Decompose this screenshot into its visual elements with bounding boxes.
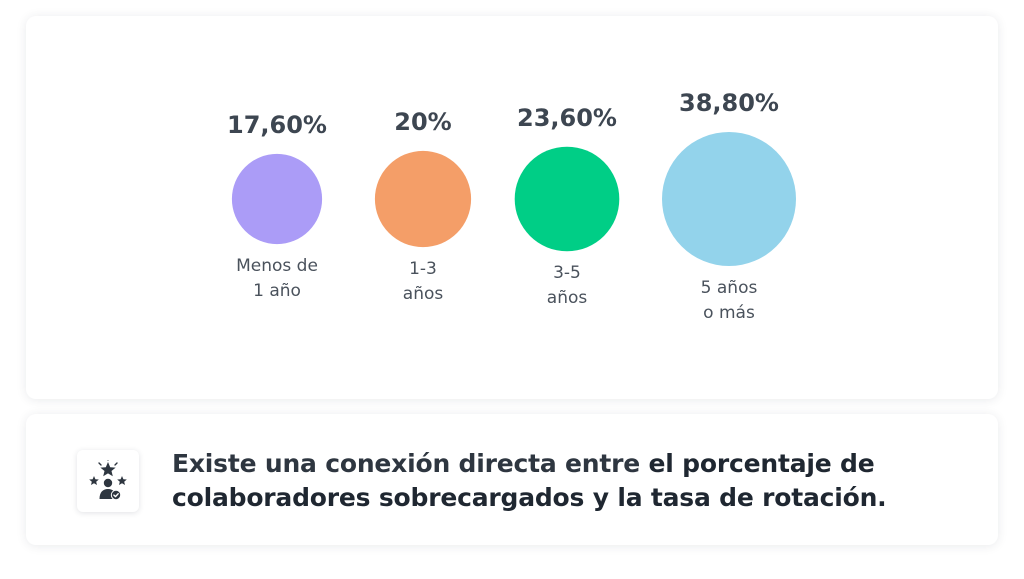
star-rating-person-icon (89, 460, 127, 501)
category-label-3: 3-5 años (546, 263, 588, 309)
category-label-4: 5 años o más (700, 278, 758, 323)
category-label-1: Menos de 1 año (236, 256, 318, 302)
insight-text: Existe una conexión directa entre el por… (172, 447, 982, 515)
bubble-2 (374, 150, 472, 248)
insight-icon-box (77, 450, 139, 512)
bubble-3 (514, 146, 620, 252)
value-label-4: 38,80% (679, 89, 779, 117)
insight-text-emphasis: el porcentaje de colaboradores sobrecarg… (172, 449, 887, 512)
bubble-chart (231, 132, 796, 266)
bubble-1 (231, 153, 323, 245)
value-label-2: 20% (394, 107, 452, 136)
insight-card: Existe una conexión directa entre el por… (26, 414, 998, 545)
value-label-1: 17,60% (227, 110, 327, 139)
insight-text-plain: Existe una conexión directa entre (172, 449, 649, 478)
value-label-3: 23,60% (517, 103, 617, 132)
bubble-4 (662, 132, 796, 266)
category-label-2: 1-3 años (402, 259, 444, 305)
chart-card: 17,60% Menos de 1 año 20% 1-3 años 23,60% 3-5… (26, 16, 998, 399)
